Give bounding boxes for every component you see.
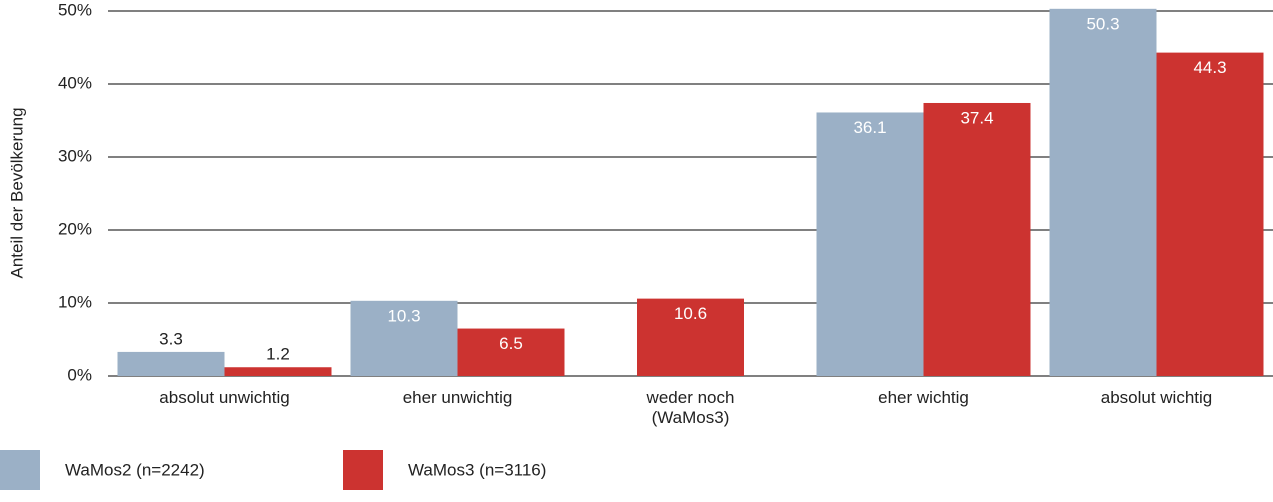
x-tick-label: absolut unwichtig bbox=[159, 388, 290, 407]
legend-swatch bbox=[0, 450, 40, 490]
y-tick-label: 50% bbox=[58, 0, 92, 19]
y-tick-label: 20% bbox=[58, 219, 92, 238]
value-label: 1.2 bbox=[266, 345, 290, 364]
x-tick-label: absolut wichtig bbox=[1100, 388, 1213, 407]
legend-label: WaMos3 (n=3116) bbox=[408, 460, 546, 479]
value-label: 10.6 bbox=[674, 304, 707, 323]
y-tick-label: 40% bbox=[58, 73, 92, 92]
value-label: 36.1 bbox=[853, 118, 886, 137]
value-label: 37.4 bbox=[960, 108, 993, 127]
bar bbox=[224, 367, 332, 376]
value-label: 6.5 bbox=[499, 334, 523, 353]
bar bbox=[923, 102, 1031, 376]
value-label: 10.3 bbox=[387, 306, 420, 325]
bar bbox=[350, 300, 458, 376]
y-tick-label: 30% bbox=[58, 146, 92, 165]
legend-label: WaMos2 (n=2242) bbox=[65, 460, 205, 479]
y-axis-label: Anteil der Bevölkerung bbox=[7, 107, 26, 278]
x-tick-label: eher wichtig bbox=[878, 388, 969, 407]
y-tick-label: 10% bbox=[58, 292, 92, 311]
bar bbox=[117, 351, 225, 376]
x-tick-label: eher unwichtig bbox=[402, 388, 513, 407]
y-tick-label: 0% bbox=[67, 365, 92, 384]
bar bbox=[1156, 52, 1264, 377]
value-label: 50.3 bbox=[1086, 14, 1119, 33]
value-label: 44.3 bbox=[1193, 58, 1226, 77]
x-tick-label: weder noch (WaMos3) bbox=[646, 388, 735, 427]
bar bbox=[1049, 8, 1157, 377]
legend-swatch bbox=[343, 450, 383, 490]
bar bbox=[637, 298, 744, 376]
bar bbox=[816, 112, 924, 376]
value-label: 3.3 bbox=[159, 329, 183, 348]
bar bbox=[457, 328, 565, 376]
